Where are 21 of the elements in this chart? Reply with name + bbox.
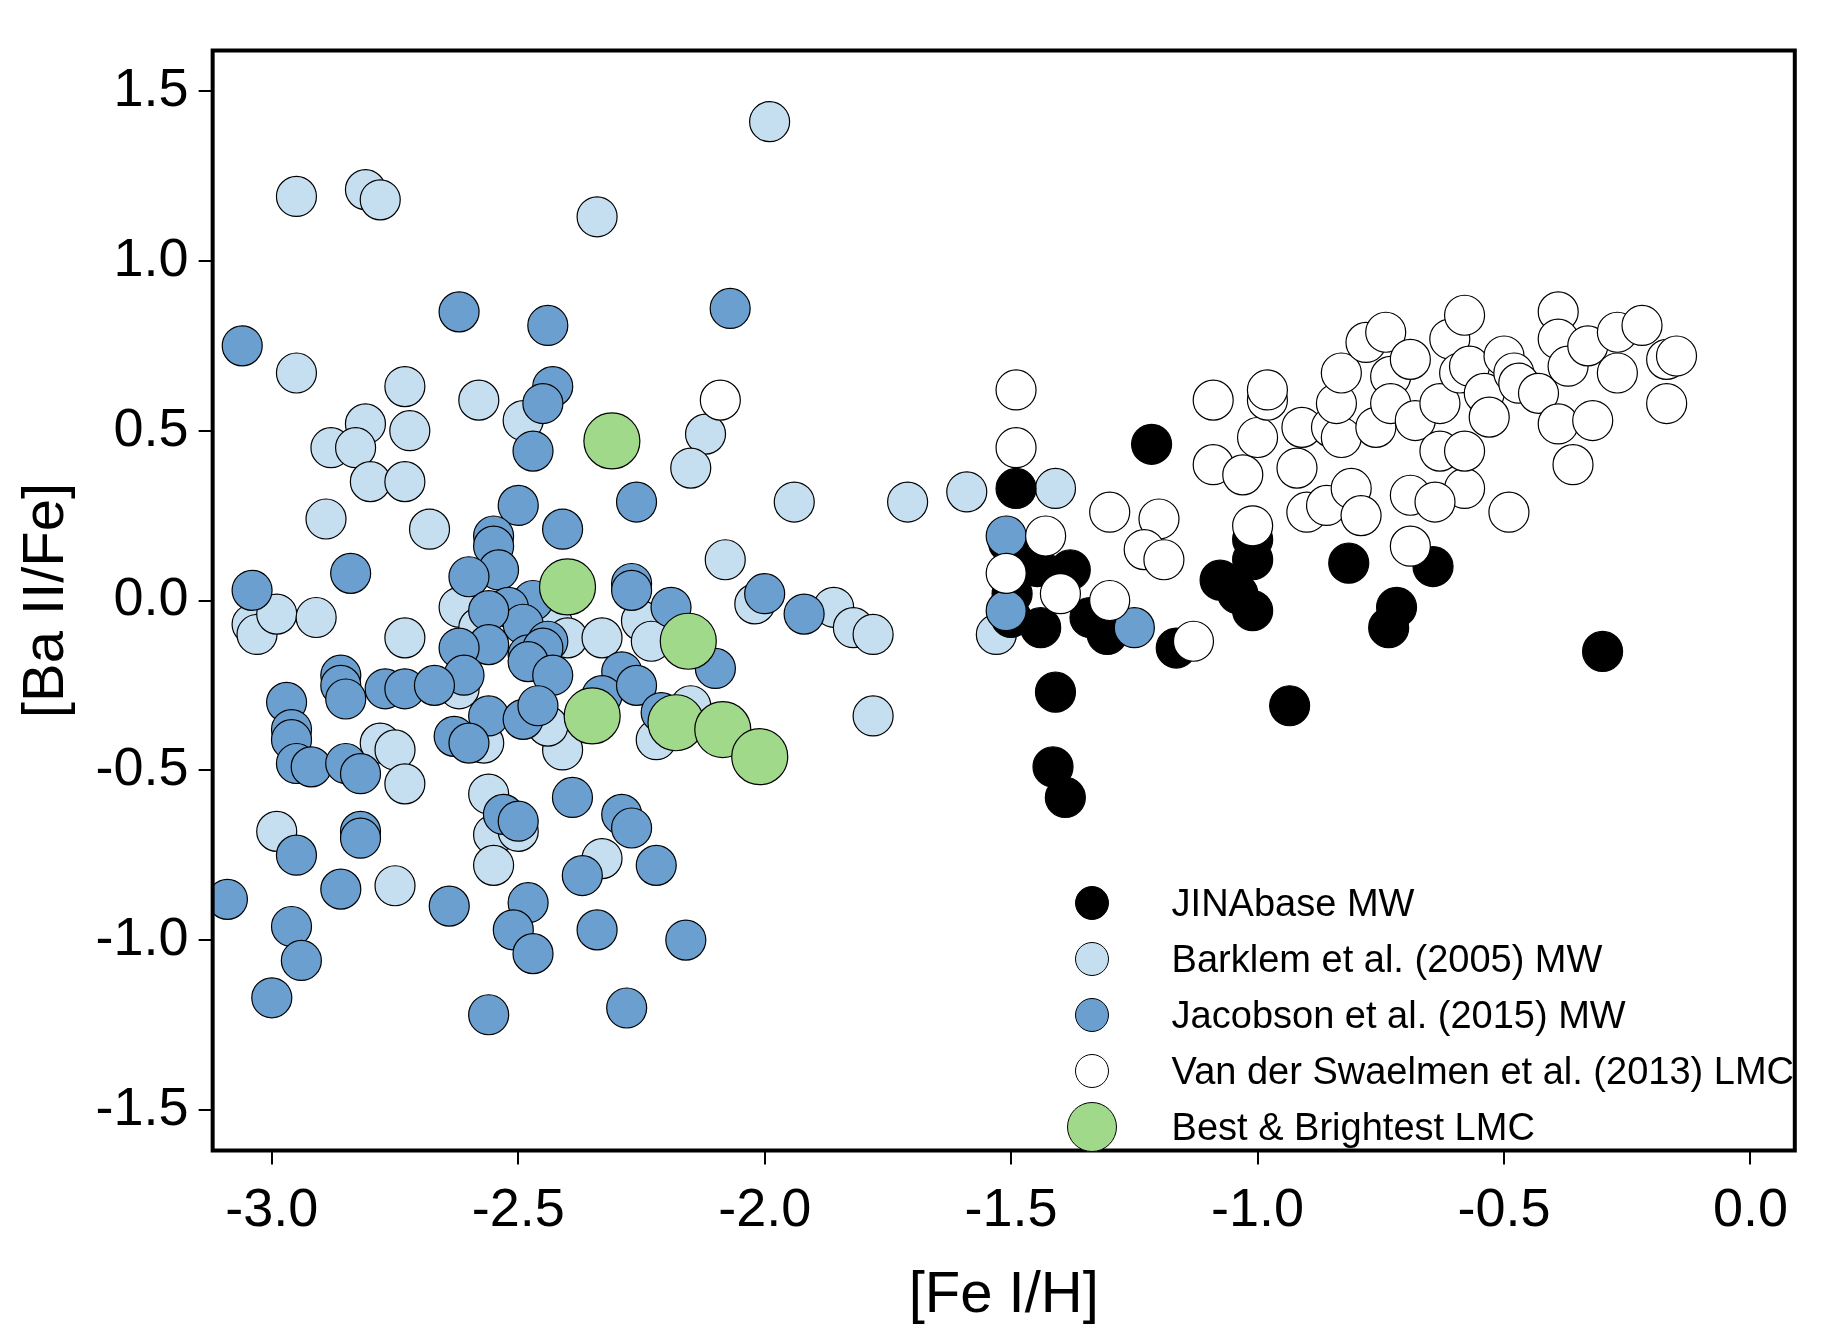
- x-tick-label: 0.0: [1712, 1176, 1788, 1237]
- x-tick-label: -2.5: [471, 1176, 565, 1237]
- legend-label: Barklem et al. (2005) MW: [1171, 937, 1603, 981]
- x-axis-title: [Fe I/H]: [908, 1259, 1099, 1325]
- x-tick-label: -3.0: [225, 1176, 319, 1237]
- legend-label: Jacobson et al. (2015) MW: [1171, 993, 1626, 1037]
- y-tick-label: -1.5: [95, 1075, 189, 1136]
- y-tick-label: -1.0: [95, 905, 189, 966]
- y-tick-label: -0.5: [95, 736, 189, 797]
- x-tick-label: -1.5: [964, 1176, 1058, 1237]
- x-tick-label: -1.0: [1211, 1176, 1305, 1237]
- legend-label: JINAbase MW: [1171, 881, 1415, 925]
- legend-label: Best & Brightest LMC: [1171, 1105, 1535, 1149]
- y-tick-label: 1.5: [113, 57, 189, 118]
- y-axis-title: [Ba II/Fe]: [9, 482, 75, 719]
- legend-label: Van der Swaelmen et al. (2013) LMC: [1171, 1049, 1794, 1093]
- y-tick-label: 0.0: [113, 566, 189, 627]
- y-tick-label: 1.0: [113, 226, 189, 287]
- x-tick-label: -0.5: [1457, 1176, 1551, 1237]
- y-tick-label: 0.5: [113, 396, 189, 457]
- x-tick-label: -2.0: [718, 1176, 812, 1237]
